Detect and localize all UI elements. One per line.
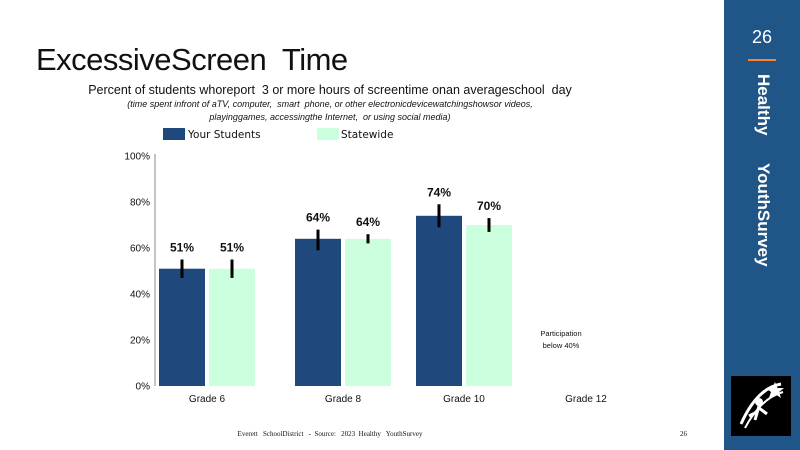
chart-note-line-2: playinggames, accessingthe Internet, or … (209, 112, 451, 122)
bar (416, 215, 462, 386)
sidebar-page-number: 26 (751, 27, 773, 47)
footer-source: Everett SchoolDistrict - Source: 2023 He… (237, 430, 423, 438)
data-label: 64% (306, 211, 330, 225)
x-tick-label: Grade 8 (325, 394, 362, 405)
bar (466, 225, 512, 386)
data-label: 74% (427, 185, 451, 199)
page-title: ExcessiveScreen Time (36, 42, 348, 77)
bar (295, 238, 341, 386)
y-tick-label: 20% (130, 336, 150, 347)
bar (159, 268, 205, 386)
sidebar: 26 Healthy YouthSurvey (724, 0, 800, 450)
bar (209, 268, 255, 386)
annotation-line-1: Participation (540, 329, 581, 338)
annotation-line-2: below 40% (543, 341, 580, 350)
y-tick-label: 80% (130, 198, 150, 209)
legend-swatch (163, 128, 185, 140)
x-tick-label: Grade 6 (189, 394, 226, 405)
sidebar-label-youth-survey: YouthSurvey (754, 163, 773, 267)
legend-label: Your Students (187, 129, 261, 141)
bar (345, 238, 391, 386)
star-figure-logo-icon (731, 376, 791, 436)
data-label: 51% (220, 241, 244, 255)
x-tick-label: Grade 12 (565, 394, 607, 405)
footer-page-number: 26 (680, 430, 687, 438)
chart-note: (time spent infront of aTV, computer, sm… (0, 98, 660, 124)
data-label: 51% (170, 241, 194, 255)
data-label: 70% (477, 199, 501, 213)
x-tick-label: Grade 10 (443, 394, 485, 405)
data-label: 64% (356, 215, 380, 229)
sidebar-label-healthy: Healthy (754, 74, 773, 136)
y-tick-label: 100% (124, 152, 150, 163)
legend-swatch (317, 128, 339, 140)
legend-label: Statewide (341, 129, 393, 141)
chart-note-line-1: (time spent infront of aTV, computer, sm… (127, 99, 533, 109)
y-tick-label: 0% (136, 382, 151, 393)
y-tick-label: 40% (130, 290, 150, 301)
sidebar-accent-line (748, 59, 776, 61)
chart-subtitle: Percent of students whoreport 3 or more … (88, 83, 572, 97)
y-tick-label: 60% (130, 244, 150, 255)
bar-chart: 0% 20% 40% 60% 80% 100% Grade 6 51% 51% Grade 8 64… (124, 128, 607, 405)
